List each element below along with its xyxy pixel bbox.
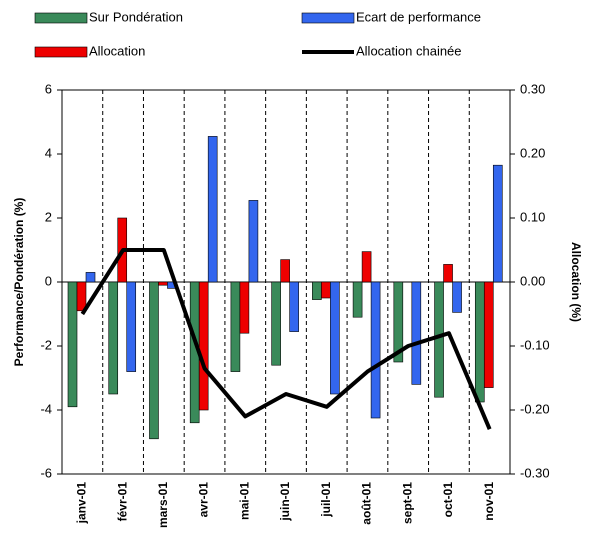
x-tick-label: févr-01 [115, 482, 129, 522]
legend-swatch [301, 12, 355, 24]
x-tick-label: août-01 [360, 482, 374, 525]
bar [280, 259, 290, 283]
bar [321, 281, 331, 299]
bar [289, 281, 299, 332]
x-tick-label: sept-01 [400, 482, 414, 524]
y-tick-label: -4 [40, 401, 52, 416]
x-tick-label: mai-01 [237, 482, 251, 520]
y2-tick-label: 0.00 [520, 273, 545, 288]
bar [330, 281, 340, 395]
legend-label: Allocation chainée [356, 43, 462, 58]
x-tick-label: janv-01 [75, 482, 89, 525]
bar [158, 281, 168, 286]
bar [434, 281, 444, 398]
bar [67, 281, 78, 408]
legend-label: Sur Pondération [89, 9, 183, 24]
y2-tick-label: -0.30 [520, 465, 550, 480]
x-tick-label: juil-01 [319, 482, 333, 518]
legend-swatch [34, 46, 88, 58]
bar [126, 281, 137, 372]
bar [411, 281, 422, 385]
bar [248, 200, 259, 283]
bar [352, 281, 363, 318]
line [80, 248, 492, 430]
x-tick-label: avr-01 [197, 482, 211, 518]
bar [239, 281, 250, 334]
bar [207, 136, 218, 283]
bar [108, 281, 119, 395]
y-tick-label: 4 [45, 145, 52, 160]
bar [85, 272, 96, 283]
y2-tick-label: 0.20 [520, 145, 545, 160]
legend-swatch [34, 12, 88, 24]
y-tick-label: -2 [40, 337, 52, 352]
y-tick-label: -6 [40, 465, 52, 480]
legend-label: Allocation [89, 43, 145, 58]
bar [492, 164, 503, 283]
bar [483, 281, 494, 388]
y2-axis-title: Allocation (%) [569, 242, 583, 322]
bar [76, 281, 87, 312]
x-tick-label: nov-01 [482, 482, 496, 521]
bar [393, 281, 404, 363]
y2-tick-label: 0.10 [520, 209, 545, 224]
bar [361, 251, 372, 283]
y2-tick-label: -0.20 [520, 401, 550, 416]
legend-label: Ecart de performance [356, 9, 481, 24]
y-tick-label: 6 [45, 81, 52, 96]
bar [198, 281, 209, 411]
y2-tick-label: 0.30 [520, 81, 545, 96]
bar [474, 281, 485, 403]
bar [271, 281, 281, 366]
y-axis-title: Performance/Pondération (%) [12, 198, 26, 367]
bar [149, 281, 159, 440]
bar [370, 281, 381, 419]
y-tick-label: 2 [45, 209, 52, 224]
x-tick-label: oct-01 [441, 482, 455, 518]
y-tick-label: 0 [45, 273, 52, 288]
bar [452, 281, 462, 313]
bar [312, 281, 322, 300]
bar [230, 281, 241, 372]
bar [443, 264, 453, 283]
x-tick-label: mars-01 [156, 482, 170, 528]
x-tick-label: juin-01 [278, 482, 292, 522]
y2-tick-label: -0.10 [520, 337, 550, 352]
